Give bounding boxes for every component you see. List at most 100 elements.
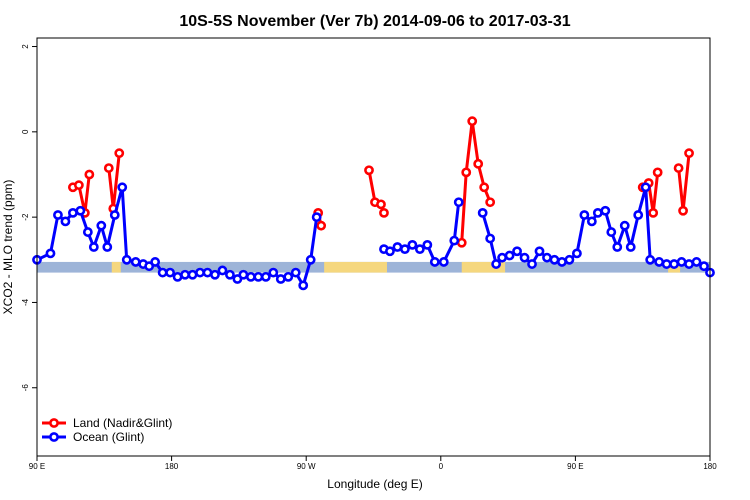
data-point — [461, 167, 472, 178]
data-point — [407, 239, 418, 250]
data-point — [238, 269, 249, 280]
data-point — [117, 182, 128, 193]
data-point — [165, 267, 176, 278]
data-point — [527, 259, 537, 269]
map-strip-land — [111, 261, 121, 273]
data-point — [673, 163, 684, 173]
data-point — [172, 271, 183, 282]
data-point — [88, 242, 99, 252]
data-point — [456, 237, 467, 248]
data-point — [549, 254, 560, 265]
data-point — [491, 259, 502, 269]
data-point — [414, 244, 425, 255]
legend-marker — [49, 432, 59, 442]
data-point — [102, 242, 113, 252]
data-point — [699, 261, 709, 272]
data-point — [612, 242, 623, 252]
data-point — [586, 216, 597, 227]
data-point — [473, 158, 484, 169]
data-point — [298, 280, 309, 291]
data-point — [283, 271, 294, 282]
data-point — [195, 267, 205, 278]
data-point — [73, 180, 84, 191]
data-point — [60, 216, 71, 227]
data-point — [684, 259, 694, 269]
data-point — [661, 259, 672, 269]
data-point — [67, 207, 78, 218]
data-point — [477, 207, 488, 218]
data-point — [75, 205, 86, 216]
data-point — [245, 271, 256, 282]
data-point — [376, 199, 386, 210]
data-point — [512, 246, 522, 257]
data-point — [379, 207, 389, 218]
data-point — [103, 163, 114, 173]
data-point — [564, 254, 575, 265]
data-point — [109, 210, 120, 220]
x-tick-label: 90 E — [567, 462, 583, 471]
data-point — [202, 267, 213, 278]
y-tick-label: 2 — [21, 44, 30, 49]
data-point — [121, 254, 132, 265]
data-point — [225, 269, 235, 280]
data-point — [400, 244, 410, 255]
data-point — [542, 252, 552, 263]
data-point — [645, 254, 656, 265]
data-point — [392, 242, 403, 252]
y-axis-label: XCO2 - MLO trend (ppm) — [1, 180, 15, 315]
map-strip-land — [461, 261, 506, 273]
x-axis-label: Longitude (deg E) — [327, 477, 422, 491]
data-point — [592, 207, 603, 218]
data-point — [130, 257, 141, 267]
x-tick-label: 180 — [703, 462, 717, 471]
data-point — [571, 248, 582, 259]
data-point — [316, 220, 327, 231]
y-tick-label: -6 — [21, 384, 30, 392]
data-point — [180, 269, 190, 280]
data-point — [654, 257, 665, 267]
data-point — [534, 246, 545, 257]
data-point — [449, 235, 460, 246]
data-point — [275, 274, 286, 284]
data-point — [217, 265, 228, 276]
data-point — [648, 207, 659, 218]
data-point — [253, 271, 264, 282]
series-ocean — [32, 182, 715, 291]
data-point — [260, 271, 271, 282]
x-tick-label: 90 E — [29, 462, 45, 471]
data-point — [438, 257, 449, 267]
data-point — [497, 252, 508, 263]
data-point — [290, 267, 301, 278]
data-point — [385, 246, 395, 257]
x-tick-label: 0 — [439, 462, 444, 471]
data-point — [485, 197, 496, 208]
chart-title: 10S-5S November (Ver 7b) 2014-09-06 to 2… — [179, 13, 570, 30]
data-point — [157, 267, 168, 278]
x-axis: 90 E 180 90 W 0 90 E 180 — [29, 456, 717, 471]
data-point — [45, 248, 56, 259]
data-point — [504, 250, 515, 261]
data-point — [150, 257, 161, 267]
data-point — [678, 205, 688, 216]
data-point — [669, 259, 680, 269]
data-point — [311, 212, 322, 223]
data-point — [96, 220, 107, 231]
data-point — [684, 148, 694, 159]
series-line — [677, 153, 691, 213]
data-point — [676, 257, 687, 267]
data-point — [114, 148, 125, 159]
data-point — [633, 210, 644, 220]
data-point — [519, 252, 530, 263]
y-tick-label: 0 — [21, 129, 30, 134]
data-point — [82, 227, 93, 237]
data-point — [600, 205, 611, 216]
x-tick-label: 90 W — [297, 462, 316, 471]
data-point — [479, 182, 490, 193]
series-land — [67, 116, 694, 248]
data-point — [557, 257, 567, 267]
data-point — [429, 257, 440, 267]
data-point — [84, 169, 95, 180]
map-strip-land — [324, 261, 387, 273]
data-point — [485, 233, 496, 244]
